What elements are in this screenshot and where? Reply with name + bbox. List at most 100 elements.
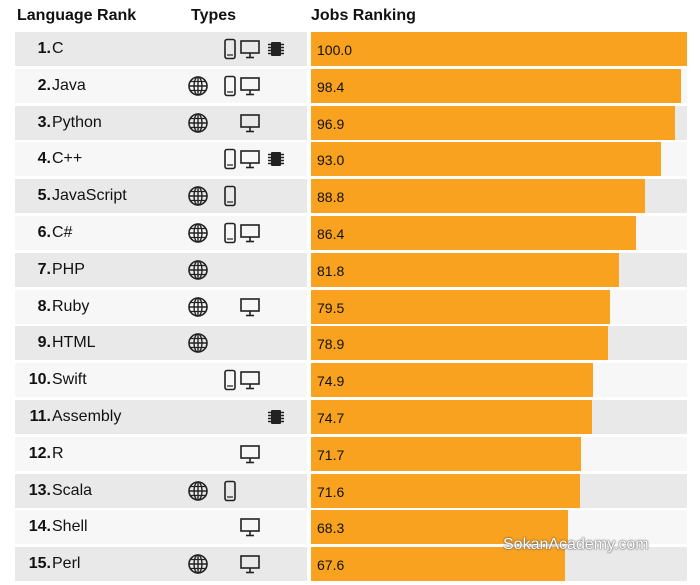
rank-number: 5.	[37, 187, 51, 205]
web-icon	[188, 554, 208, 574]
web-icon	[188, 186, 208, 206]
mobile-icon	[224, 38, 236, 60]
table-row: 9. HTML 78.9	[15, 326, 687, 361]
web-icon	[188, 480, 208, 501]
rank-number: 4.	[37, 150, 51, 168]
jobs-value-label: 79.5	[317, 299, 345, 316]
desktop-icon	[240, 40, 260, 59]
language-name: PHP	[52, 260, 85, 278]
language-name: Perl	[52, 555, 81, 573]
row-label-cell: 2. Java	[15, 68, 307, 103]
table-row: 11. Assembly 74.7	[15, 399, 687, 434]
jobs-value-label: 74.9	[317, 373, 345, 390]
jobs-value-label: 86.4	[317, 225, 345, 242]
jobs-bar	[311, 547, 566, 582]
jobs-value-label: 67.6	[317, 557, 345, 574]
jobs-bar	[311, 326, 608, 361]
rank-number: 3.	[37, 113, 51, 131]
row-label-cell: 5. JavaScript	[15, 179, 307, 214]
desktop-icon	[240, 371, 260, 390]
row-bar-cell: 93.0	[311, 142, 687, 177]
table-row: 5. JavaScript 88.8	[15, 179, 687, 214]
desktop-icon	[240, 297, 260, 316]
language-name: C++	[52, 150, 83, 168]
row-label-cell: 8. Ruby	[15, 289, 307, 324]
jobs-value-label: 93.0	[317, 152, 345, 169]
desktop-icon	[240, 76, 260, 96]
language-name: R	[52, 444, 64, 462]
desktop-icon	[240, 555, 260, 574]
jobs-bar	[311, 473, 581, 508]
web-icon	[188, 75, 208, 96]
desktop-icon	[240, 444, 260, 464]
language-name: Assembly	[52, 407, 122, 425]
ranking-table: 1. C 100.0 2. Java 98.4 3. Python 96.9 4. C++ 93.0 5…	[15, 32, 687, 584]
embedded-icon	[268, 42, 284, 56]
language-name: Ruby	[52, 297, 90, 315]
row-bar-cell: 74.7	[311, 399, 687, 434]
language-name: Python	[52, 113, 102, 131]
mobile-icon	[224, 369, 236, 391]
jobs-value-label: 100.0	[317, 42, 353, 58]
row-label-cell: 10. Swift	[15, 363, 307, 398]
row-label-cell: 4. C++	[15, 142, 307, 177]
jobs-value-label: 68.3	[317, 520, 345, 537]
mobile-icon	[224, 75, 236, 97]
web-icon	[188, 296, 208, 317]
rank-number: 2.	[37, 76, 51, 94]
row-label-cell: 6. C#	[15, 215, 307, 250]
mobile-icon	[224, 222, 236, 244]
language-name: C#	[52, 223, 73, 241]
rank-number: 10.	[28, 371, 51, 389]
table-row: 14. Shell 68.3	[15, 510, 687, 545]
row-bar-cell: 79.5	[311, 289, 687, 324]
rank-number: 9.	[37, 334, 51, 352]
table-header: Language Rank Types Jobs Ranking	[0, 0, 700, 32]
row-bar-cell: 98.4	[311, 68, 687, 103]
table-row: 3. Python 96.9	[15, 105, 687, 140]
jobs-bar	[311, 363, 593, 398]
language-name: JavaScript	[52, 187, 127, 205]
row-label-cell: 11. Assembly	[15, 399, 307, 434]
row-bar-cell: 71.6	[311, 473, 687, 508]
row-bar-cell: 74.9	[311, 363, 687, 398]
types-header: Types	[191, 7, 237, 24]
row-label-cell: 3. Python	[15, 105, 307, 140]
row-label-cell: 12. R	[15, 436, 307, 471]
desktop-icon	[240, 113, 260, 132]
row-bar-cell: 71.7	[311, 436, 687, 471]
jobs-bar	[311, 68, 681, 103]
row-bar-cell: 96.9	[311, 105, 687, 140]
table-row: 4. C++ 93.0	[15, 142, 687, 177]
desktop-icon	[240, 150, 260, 169]
row-label-cell: 14. Shell	[15, 510, 307, 545]
rank-number: 15.	[28, 555, 51, 573]
web-icon	[188, 333, 208, 354]
language-name: Swift	[52, 371, 87, 389]
jobs-bar	[311, 32, 687, 66]
jobs-bar	[311, 510, 568, 545]
desktop-icon	[240, 224, 260, 243]
web-icon	[188, 112, 208, 133]
row-bar-cell: 88.8	[311, 179, 687, 214]
jobs-value-label: 81.8	[317, 262, 345, 279]
jobs-bar	[311, 142, 661, 177]
row-bar-cell: 86.4	[311, 215, 687, 250]
jobs-value-label: 74.7	[317, 409, 345, 426]
jobs-value-label: 78.9	[317, 336, 345, 353]
language-name: HTML	[52, 334, 96, 352]
language-rank-header: Language Rank	[17, 7, 137, 24]
row-bar-cell: 78.9	[311, 326, 687, 361]
table-row: 2. Java 98.4	[15, 68, 687, 103]
mobile-icon	[224, 149, 236, 170]
row-label-cell: 15. Perl	[15, 547, 307, 582]
rank-number: 1.	[37, 40, 51, 57]
rank-number: 14.	[28, 518, 51, 536]
language-name: Scala	[52, 481, 93, 499]
table-row: 12. R 71.7	[15, 436, 687, 471]
row-label-cell: 7. PHP	[15, 252, 307, 287]
jobs-bar	[311, 289, 610, 324]
jobs-bar	[311, 252, 619, 287]
jobs-ranking-header: Jobs Ranking	[311, 7, 416, 24]
rank-number: 7.	[37, 260, 51, 278]
